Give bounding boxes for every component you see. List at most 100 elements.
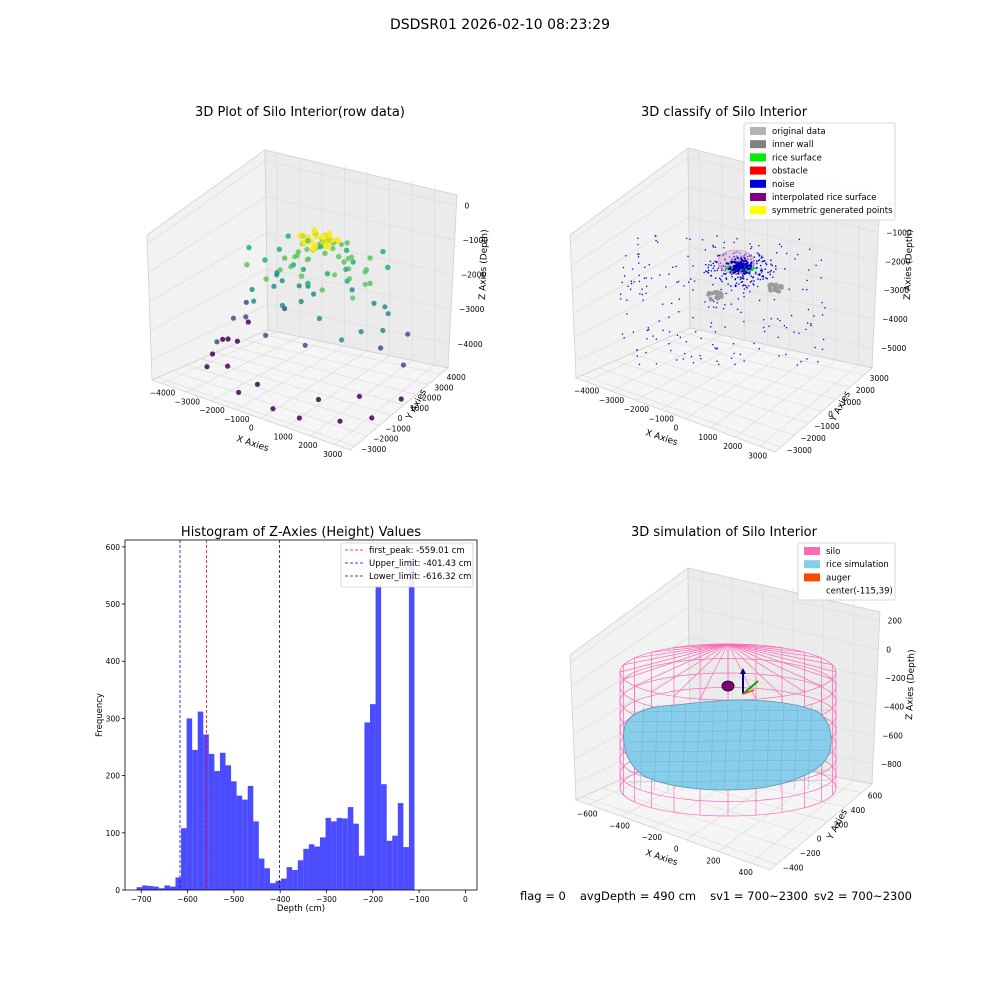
cls-noise-point: [802, 288, 804, 291]
z-gridline-left: [575, 306, 690, 362]
cls-noise-point: [784, 268, 786, 270]
cls-noise-point: [676, 334, 679, 336]
cls-noise-point: [735, 282, 738, 284]
cls-wall-point: [772, 287, 777, 292]
raw-zlabel: Z Axies (Depth): [478, 229, 490, 300]
cls-noise-point: [821, 301, 823, 304]
z-tick-label: −400: [884, 703, 905, 712]
silo-roof-rib: [727, 643, 805, 653]
raw-point: [234, 338, 240, 344]
cls-noise-point: [662, 303, 664, 305]
y-gridline: [230, 345, 417, 395]
cls-noise-point: [821, 348, 824, 350]
y-gridline: [201, 358, 392, 416]
cls-noise-point: [720, 279, 722, 281]
y-tick-label: −200: [800, 849, 821, 858]
z-gridline: [689, 306, 874, 349]
cls-noise-point: [675, 265, 677, 268]
cls-noise-point: [715, 277, 717, 279]
raw-point: [356, 393, 362, 399]
raw-point: [249, 286, 255, 293]
cls-noise-point: [636, 355, 638, 357]
raw-point: [363, 267, 370, 273]
sim-legend: silo rice simulation auger center(-115,39): [797, 542, 896, 601]
y-gridline: [647, 346, 837, 400]
cls-noise-point: [676, 359, 678, 361]
y-tick-label: 500: [106, 600, 121, 609]
silo-roof-rib: [673, 643, 729, 697]
raw-point: [246, 244, 252, 251]
cls-noise-point: [775, 268, 777, 270]
cls-noise-point: [798, 238, 800, 241]
raw-point: [367, 280, 373, 286]
hist-bar: [375, 586, 382, 890]
cls-noise-point: [746, 278, 748, 281]
cls-noise-point: [809, 248, 811, 250]
raw-point: [214, 339, 220, 345]
cls-noise-point: [744, 262, 747, 265]
cls-noise-point: [621, 281, 623, 284]
raw-point: [209, 351, 216, 357]
raw-point: [276, 246, 282, 252]
cls-noise-point: [678, 298, 680, 300]
cls-noise-point: [692, 265, 694, 267]
z-tick-label: −4000: [457, 340, 483, 349]
cls-noise-point: [692, 289, 694, 291]
raw-point: [385, 311, 391, 317]
cls-noise-point: [762, 260, 765, 262]
hist-bar: [353, 823, 359, 890]
silo-roof-rib: [634, 643, 729, 659]
cls-noise-point: [724, 304, 726, 306]
raw-point: [282, 255, 288, 261]
cls-noise-point: [806, 358, 808, 360]
raw-point: [398, 396, 404, 402]
x-tick-label: 400: [739, 868, 754, 877]
y-gridline: [259, 333, 441, 375]
z-tick-label: −3000: [884, 286, 910, 295]
cls-noise-point: [630, 283, 633, 285]
hist-bar: [253, 821, 259, 890]
y-tick-label: −1000: [385, 424, 411, 433]
panel-raw-title: 3D Plot of Silo Interior(row data): [195, 105, 405, 120]
cls-noise-point: [740, 259, 743, 262]
silo-roof-rib: [700, 643, 729, 646]
y-tick-label: 0: [115, 886, 120, 895]
cls-noise-point: [724, 326, 726, 328]
cls-noise-point: [734, 278, 736, 281]
z-gridline: [266, 268, 452, 310]
rice-mesh-line: [627, 729, 831, 733]
cls-noise-point: [740, 311, 742, 313]
cls-noise-point: [770, 318, 772, 320]
cls-noise-point: [730, 285, 732, 287]
cls-noise-point: [730, 357, 733, 359]
hist-title: Histogram of Z-Axies (Height) Values: [181, 525, 421, 540]
sim-rice-surface: [623, 699, 832, 791]
cls-noise-point: [631, 268, 634, 270]
cls-noise-point: [746, 287, 748, 289]
cls-noise-point: [749, 267, 752, 270]
cls-noise-point: [658, 320, 660, 322]
raw-point: [277, 267, 283, 273]
cls-noise-point: [785, 327, 788, 329]
cls-noise-point: [678, 280, 680, 283]
hist-bar: [292, 869, 298, 890]
cls-noise-point: [817, 361, 819, 363]
cls-noise-point: [760, 268, 763, 270]
legend-swatch: [804, 547, 820, 555]
y-tick-label: 400: [106, 657, 121, 666]
cls-noise-point: [778, 355, 780, 357]
cls-noise-point: [776, 252, 778, 254]
cls-noise-point: [637, 256, 640, 258]
sim-legend-frame: [797, 542, 896, 601]
raw-point: [362, 281, 368, 287]
cls-noise-point: [765, 277, 767, 279]
hist-bar: [342, 818, 348, 890]
raw-point: [236, 389, 242, 395]
cls-noise-point: [736, 261, 739, 264]
x-tick-label: −100: [409, 895, 430, 904]
x-tick-label: −3000: [599, 396, 625, 405]
raw-point: [326, 237, 332, 244]
silo-roof-rib: [651, 643, 729, 693]
cls-noise-point: [750, 261, 753, 264]
raw-point: [343, 266, 349, 273]
